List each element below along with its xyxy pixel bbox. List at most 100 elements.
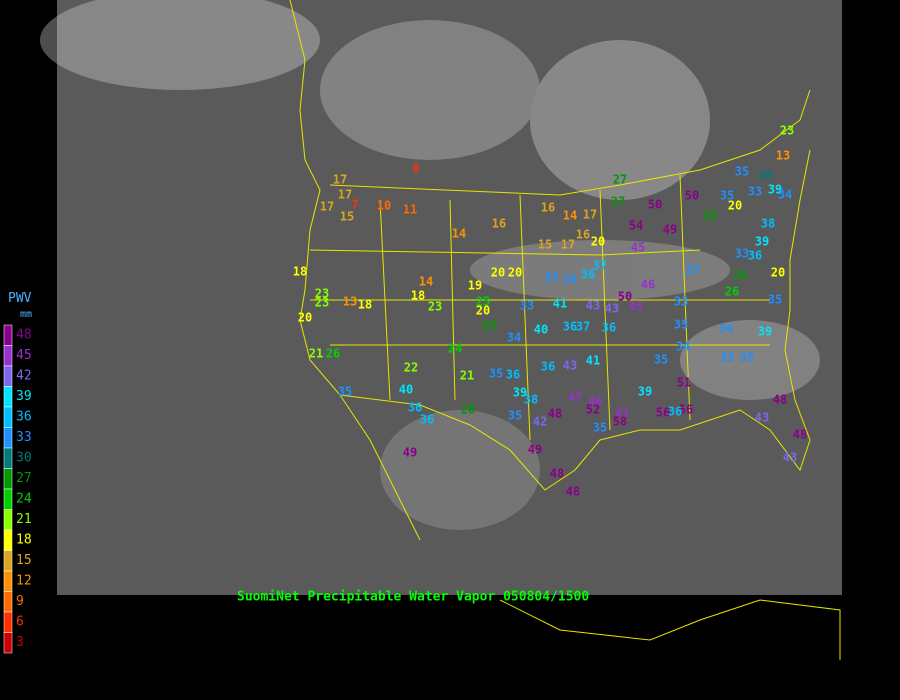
legend-label: 9 — [16, 594, 24, 609]
station-value: 20 — [508, 266, 522, 280]
legend-label: 30 — [16, 451, 32, 466]
station-value: 29 — [482, 319, 496, 333]
station-value: 10 — [377, 199, 391, 213]
station-value: 48 — [550, 467, 564, 481]
station-value: 24 — [448, 342, 462, 356]
legend-label: 18 — [16, 533, 32, 548]
station-value: 20 — [771, 266, 785, 280]
station-value: 36 — [668, 405, 682, 419]
station-value: 33 — [520, 299, 534, 313]
station-value: 22 — [404, 361, 418, 375]
station-value: 36 — [408, 401, 422, 415]
legend-swatch — [3, 468, 13, 490]
station-value: 43 — [605, 302, 619, 316]
station-value: 35 — [654, 353, 668, 367]
station-value: 34 — [507, 331, 521, 345]
station-value: 48 — [793, 428, 807, 442]
station-value: 34 — [719, 322, 733, 336]
station-value: 41 — [586, 354, 600, 368]
legend-swatch — [3, 529, 13, 551]
station-value: 16 — [576, 228, 590, 242]
legend-label: 12 — [16, 574, 32, 589]
legend-swatch — [3, 632, 13, 654]
station-value: 39 — [768, 183, 782, 197]
station-value: 33 — [544, 271, 558, 285]
station-value: 51 — [677, 376, 691, 390]
map-title: SuomiNet Precipitable Water Vapor 050804… — [237, 590, 589, 605]
station-value: 43 — [586, 299, 600, 313]
station-value: 49 — [528, 443, 542, 457]
station-value: 23 — [315, 287, 329, 301]
station-value: 20 — [491, 266, 505, 280]
station-value: 28 — [733, 269, 747, 283]
legend-swatch — [3, 509, 13, 531]
legend-unit: mm — [20, 309, 32, 320]
station-value: 21 — [460, 369, 474, 383]
station-value: 50 — [618, 290, 632, 304]
station-value: 13 — [776, 149, 790, 163]
station-value: 23 — [428, 300, 442, 314]
station-value: 37 — [576, 320, 590, 334]
station-value: 17 — [338, 188, 352, 202]
station-value: 34 — [676, 340, 690, 354]
station-value: 52 — [586, 403, 600, 417]
legend-label: 27 — [16, 471, 32, 486]
station-value: 27 — [611, 195, 625, 209]
station-value: 30 — [758, 169, 772, 183]
station-value: 8 — [412, 162, 419, 176]
legend-label: 15 — [16, 553, 32, 568]
legend-label: 33 — [16, 430, 32, 445]
legend-swatch — [3, 365, 13, 387]
station-value: 17 — [333, 173, 347, 187]
station-value: 56 — [656, 406, 670, 420]
station-value: 49 — [663, 223, 677, 237]
legend-label: 21 — [16, 512, 32, 527]
station-value: 38 — [761, 217, 775, 231]
station-value: 39 — [758, 325, 772, 339]
legend-swatch — [3, 447, 13, 469]
station-value: 26 — [725, 285, 739, 299]
station-value: 56 — [679, 403, 693, 417]
station-value: 48 — [566, 485, 580, 499]
station-value: 33 — [685, 263, 699, 277]
station-value: 33 — [674, 295, 688, 309]
station-value: 36 — [541, 360, 555, 374]
station-value: 23 — [315, 296, 329, 310]
legend-label: 39 — [16, 389, 32, 404]
station-value: 36 — [748, 249, 762, 263]
station-value: 26 — [326, 347, 340, 361]
station-value: 35 — [593, 421, 607, 435]
clouds — [40, 0, 820, 530]
station-value: 35 — [338, 385, 352, 399]
station-value: 45 — [629, 300, 643, 314]
station-value: 7 — [351, 198, 358, 212]
station-value: 35 — [768, 293, 782, 307]
station-value: 13 — [343, 295, 357, 309]
station-value: 41 — [553, 297, 567, 311]
station-value: 47 — [568, 391, 582, 405]
station-value: 35 — [720, 189, 734, 203]
station-value: 43 — [783, 451, 797, 465]
station-value: 50 — [685, 189, 699, 203]
station-value: 43 — [755, 411, 769, 425]
station-value: 36 — [506, 368, 520, 382]
station-value: 38 — [524, 393, 538, 407]
station-value: 33 — [748, 185, 762, 199]
station-value: 36 — [563, 320, 577, 334]
legend-swatch — [3, 611, 13, 633]
station-value: 25 — [476, 295, 490, 309]
station-value: 46 — [588, 395, 602, 409]
station-value: 40 — [534, 323, 548, 337]
station-value: 19 — [468, 279, 482, 293]
station-value: 14 — [563, 209, 577, 223]
station-value: 47 — [615, 407, 629, 421]
station-value: 54 — [629, 219, 643, 233]
legend: 48 45 42 39 36 33 30 27 24 21 18 15 12 9 6 3 — [3, 324, 32, 654]
satellite-image — [57, 0, 842, 595]
station-value: 39 — [755, 235, 769, 249]
station-value: 34 — [778, 188, 792, 202]
station-value: 18 — [411, 289, 425, 303]
legend-swatch — [3, 324, 13, 346]
station-value: 35 — [735, 165, 749, 179]
